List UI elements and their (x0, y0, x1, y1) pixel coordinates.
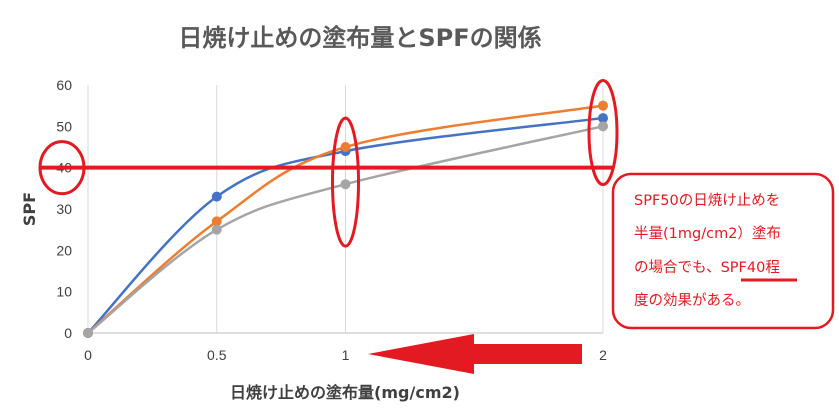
annotation-line-2: 半量(1mg/cm2）塗布 (634, 224, 781, 242)
y-tick-label: 60 (56, 77, 72, 93)
x-tick-label: 1 (342, 347, 350, 363)
data-points (83, 100, 608, 338)
highlight-ellipse-y40 (38, 140, 86, 196)
annotation-callout: SPF50の日焼け止めを 半量(1mg/cm2）塗布 の場合でも、SPF40程 … (611, 172, 835, 330)
x-tick-label: 2 (599, 347, 607, 363)
grid (87, 85, 604, 333)
data-point-s2-2 (340, 179, 351, 190)
y-axis-title: SPF (20, 192, 39, 226)
data-point-s2-1 (211, 224, 222, 235)
data-point-s0-1 (211, 191, 222, 202)
annotation-line-4: 度の効果がある。 (634, 292, 750, 309)
y-tick-label: 0 (64, 325, 72, 341)
series-line-0 (87, 116, 604, 334)
annotation-line-3-text: の場合でも、 (634, 259, 721, 276)
series-line-2 (87, 125, 604, 334)
chart-title: 日焼け止めの塗布量とSPFの関係 (178, 24, 541, 52)
tick-labels: 00.5120102030405060 (56, 77, 607, 363)
data-point-s1-3 (598, 100, 608, 111)
highlight-ellipses (38, 79, 619, 248)
annotation-highlight: SPF40 (721, 260, 766, 276)
y-tick-label: 30 (56, 201, 72, 217)
x-tick-label: 0.5 (207, 347, 227, 363)
highlight-ellipse-x2 (587, 79, 619, 187)
highlight-ellipse-x1 (331, 116, 360, 248)
data-point-s1-1 (211, 216, 222, 227)
data-point-s2-0 (83, 328, 93, 338)
series (87, 104, 604, 334)
data-point-s1-2 (340, 142, 351, 152)
data-point-s2-3 (598, 121, 608, 132)
y-tick-label: 10 (56, 284, 72, 300)
annotation-line-3: の場合でも、SPF40程 (634, 259, 780, 276)
y-tick-label: 50 (56, 118, 72, 134)
annotation-highlight-suffix: 程 (765, 259, 780, 276)
left-arrow-icon (368, 334, 582, 374)
annotation-line-1: SPF50の日焼け止めを (634, 192, 780, 209)
x-tick-label: 0 (84, 347, 92, 363)
x-axis-title: 日焼け止めの塗布量(mg/cm2) (230, 383, 460, 402)
y-tick-label: 20 (56, 242, 72, 258)
data-point-s0-3 (598, 113, 608, 124)
series-line-1 (87, 104, 604, 334)
annotation-box (611, 172, 835, 330)
